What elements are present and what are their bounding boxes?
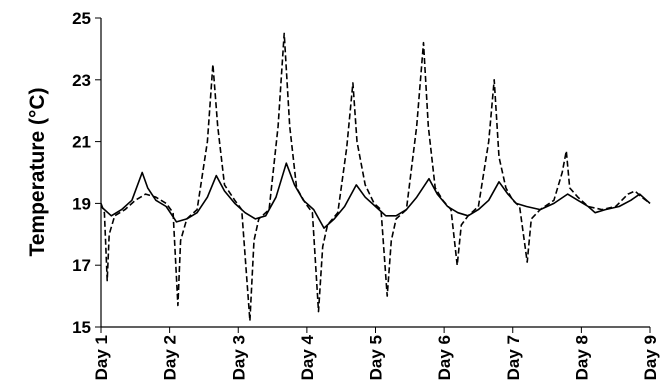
y-tick-label: 21 [72, 133, 91, 152]
y-tick-label: 25 [72, 9, 91, 28]
y-tick-label: 23 [72, 71, 91, 90]
x-tick-label: Day 3 [229, 335, 248, 380]
y-tick-label: 19 [72, 194, 91, 213]
y-tick-label: 17 [72, 256, 91, 275]
series-line-2-solid [100, 162, 651, 229]
series-line-1-dashed [100, 32, 651, 322]
y-axis-title: Temperature (°C) [26, 87, 49, 256]
x-tick-label: Day 8 [572, 335, 591, 380]
x-tick-label: Day 5 [367, 335, 386, 380]
x-tick-label: Day 6 [435, 335, 454, 380]
tick-layer: 15 17 19 21 23 25 Day 1 Day 2 Day 3 Day 4 Day 5 Day… [72, 9, 660, 380]
y-tick-label: 15 [72, 318, 91, 337]
x-tick-label: Day 4 [298, 334, 317, 380]
x-tick-label: Day 2 [161, 335, 180, 380]
series-layer [100, 32, 651, 322]
x-tick-label: Day 7 [504, 335, 523, 380]
x-tick-label: Day 9 [641, 335, 660, 380]
x-tick-label: Day 1 [92, 335, 111, 380]
